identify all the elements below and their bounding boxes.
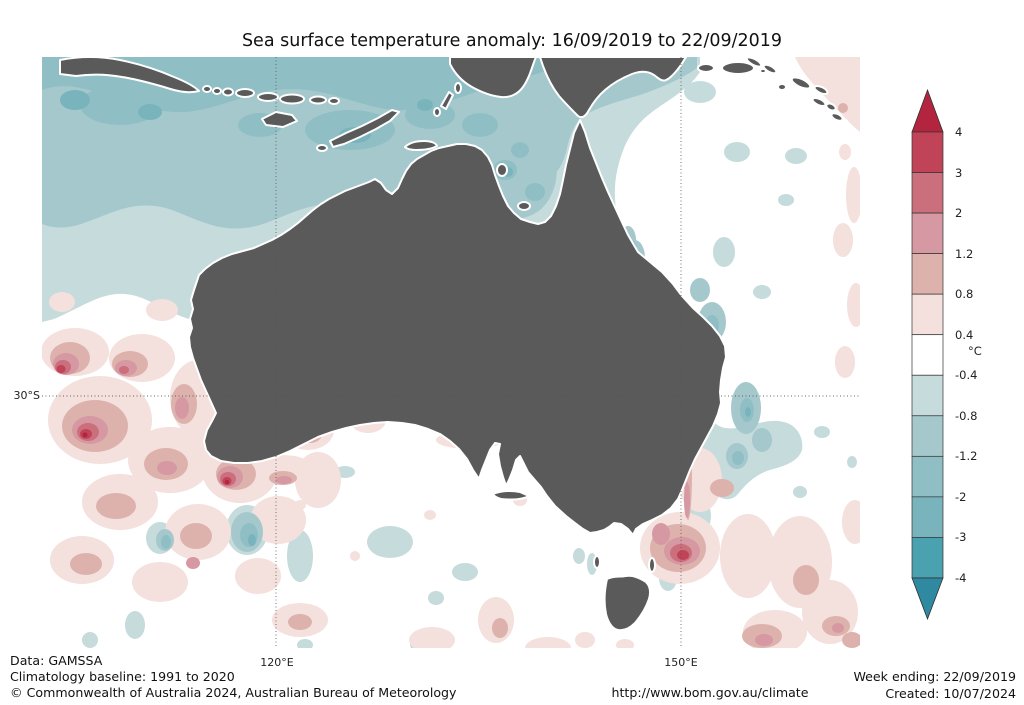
page-title: Sea surface temperature anomaly: 16/09/2… (241, 31, 783, 51)
colorbar: 4 3 2 1.2 0.8 0.4 -0.4 -0.8 -1.2 -2 -3 -4 °C (905, 85, 1017, 633)
week-ending-label: Week ending: 22/09/2019 (853, 669, 1016, 684)
colorbar-tick-label: 4 (955, 125, 963, 139)
longitude-label-120e: 120°E (260, 656, 294, 669)
colorbar-tick-label: 1.2 (955, 246, 974, 261)
landmass-papuan-and-solomon-islands (697, 56, 844, 122)
footer-right: Week ending: 22/09/2019 Created: 10/07/2… (760, 669, 1016, 702)
colorbar-tick-label: 3 (955, 165, 963, 180)
colorbar-tick-label: 0.4 (955, 327, 974, 342)
landmass-tasmania (603, 574, 651, 632)
colorbar-tick-label: -2 (955, 489, 967, 504)
colorbar-tick-label: -0.8 (955, 408, 978, 423)
climatology-baseline-label: Climatology baseline: 1991 to 2020 (10, 668, 235, 684)
graticule (42, 57, 860, 648)
landmass-timor (329, 109, 400, 148)
anomaly-layer-cool-deep (42, 57, 754, 549)
copyright-label: © Commonwealth of Australia 2024, Austra… (10, 684, 457, 700)
anomaly-layer-warm-core (55, 360, 692, 562)
colorbar-tick-label: -3 (955, 530, 967, 545)
landmass-java (59, 56, 200, 94)
landmass-lesser-sunda-islands (202, 85, 340, 152)
colorbar-scale (911, 88, 944, 621)
longitude-label-150e: 150°E (664, 656, 698, 669)
landmass-flinders-island (648, 557, 656, 573)
landmass-melville-island (404, 140, 438, 151)
latitude-label-30s: 30°S (13, 389, 40, 402)
colorbar-tick-label: -1.2 (955, 449, 978, 464)
landmass-new-guinea (449, 56, 687, 119)
landmass-kangaroo-island (492, 489, 530, 501)
sst-anomaly-map (41, 0, 868, 659)
colorbar-unit-label: °C (968, 344, 982, 358)
landmass-australia (188, 119, 727, 536)
landmass-group (59, 56, 844, 632)
colorbar-tick-label: -4 (955, 570, 967, 585)
landmass-mornington-island (517, 201, 531, 211)
landmass-tanimbar-kai-islands (433, 82, 462, 117)
created-date-label: Created: 10/07/2024 (885, 685, 1016, 701)
data-source-label: Data: GAMSSA (10, 653, 103, 668)
landmass-groote-eylandt (496, 163, 508, 177)
map-canvas (41, 0, 868, 659)
landmass-king-island (593, 555, 601, 569)
colorbar-tick-label: 0.8 (955, 287, 974, 302)
footer-left: Data: GAMSSA Climatology baseline: 1991 … (10, 653, 456, 700)
colorbar-tick-label: -0.4 (955, 368, 978, 383)
bom-url-label: http://www.bom.gov.au/climate (611, 685, 809, 700)
colorbar-tick-label: 2 (955, 206, 963, 221)
